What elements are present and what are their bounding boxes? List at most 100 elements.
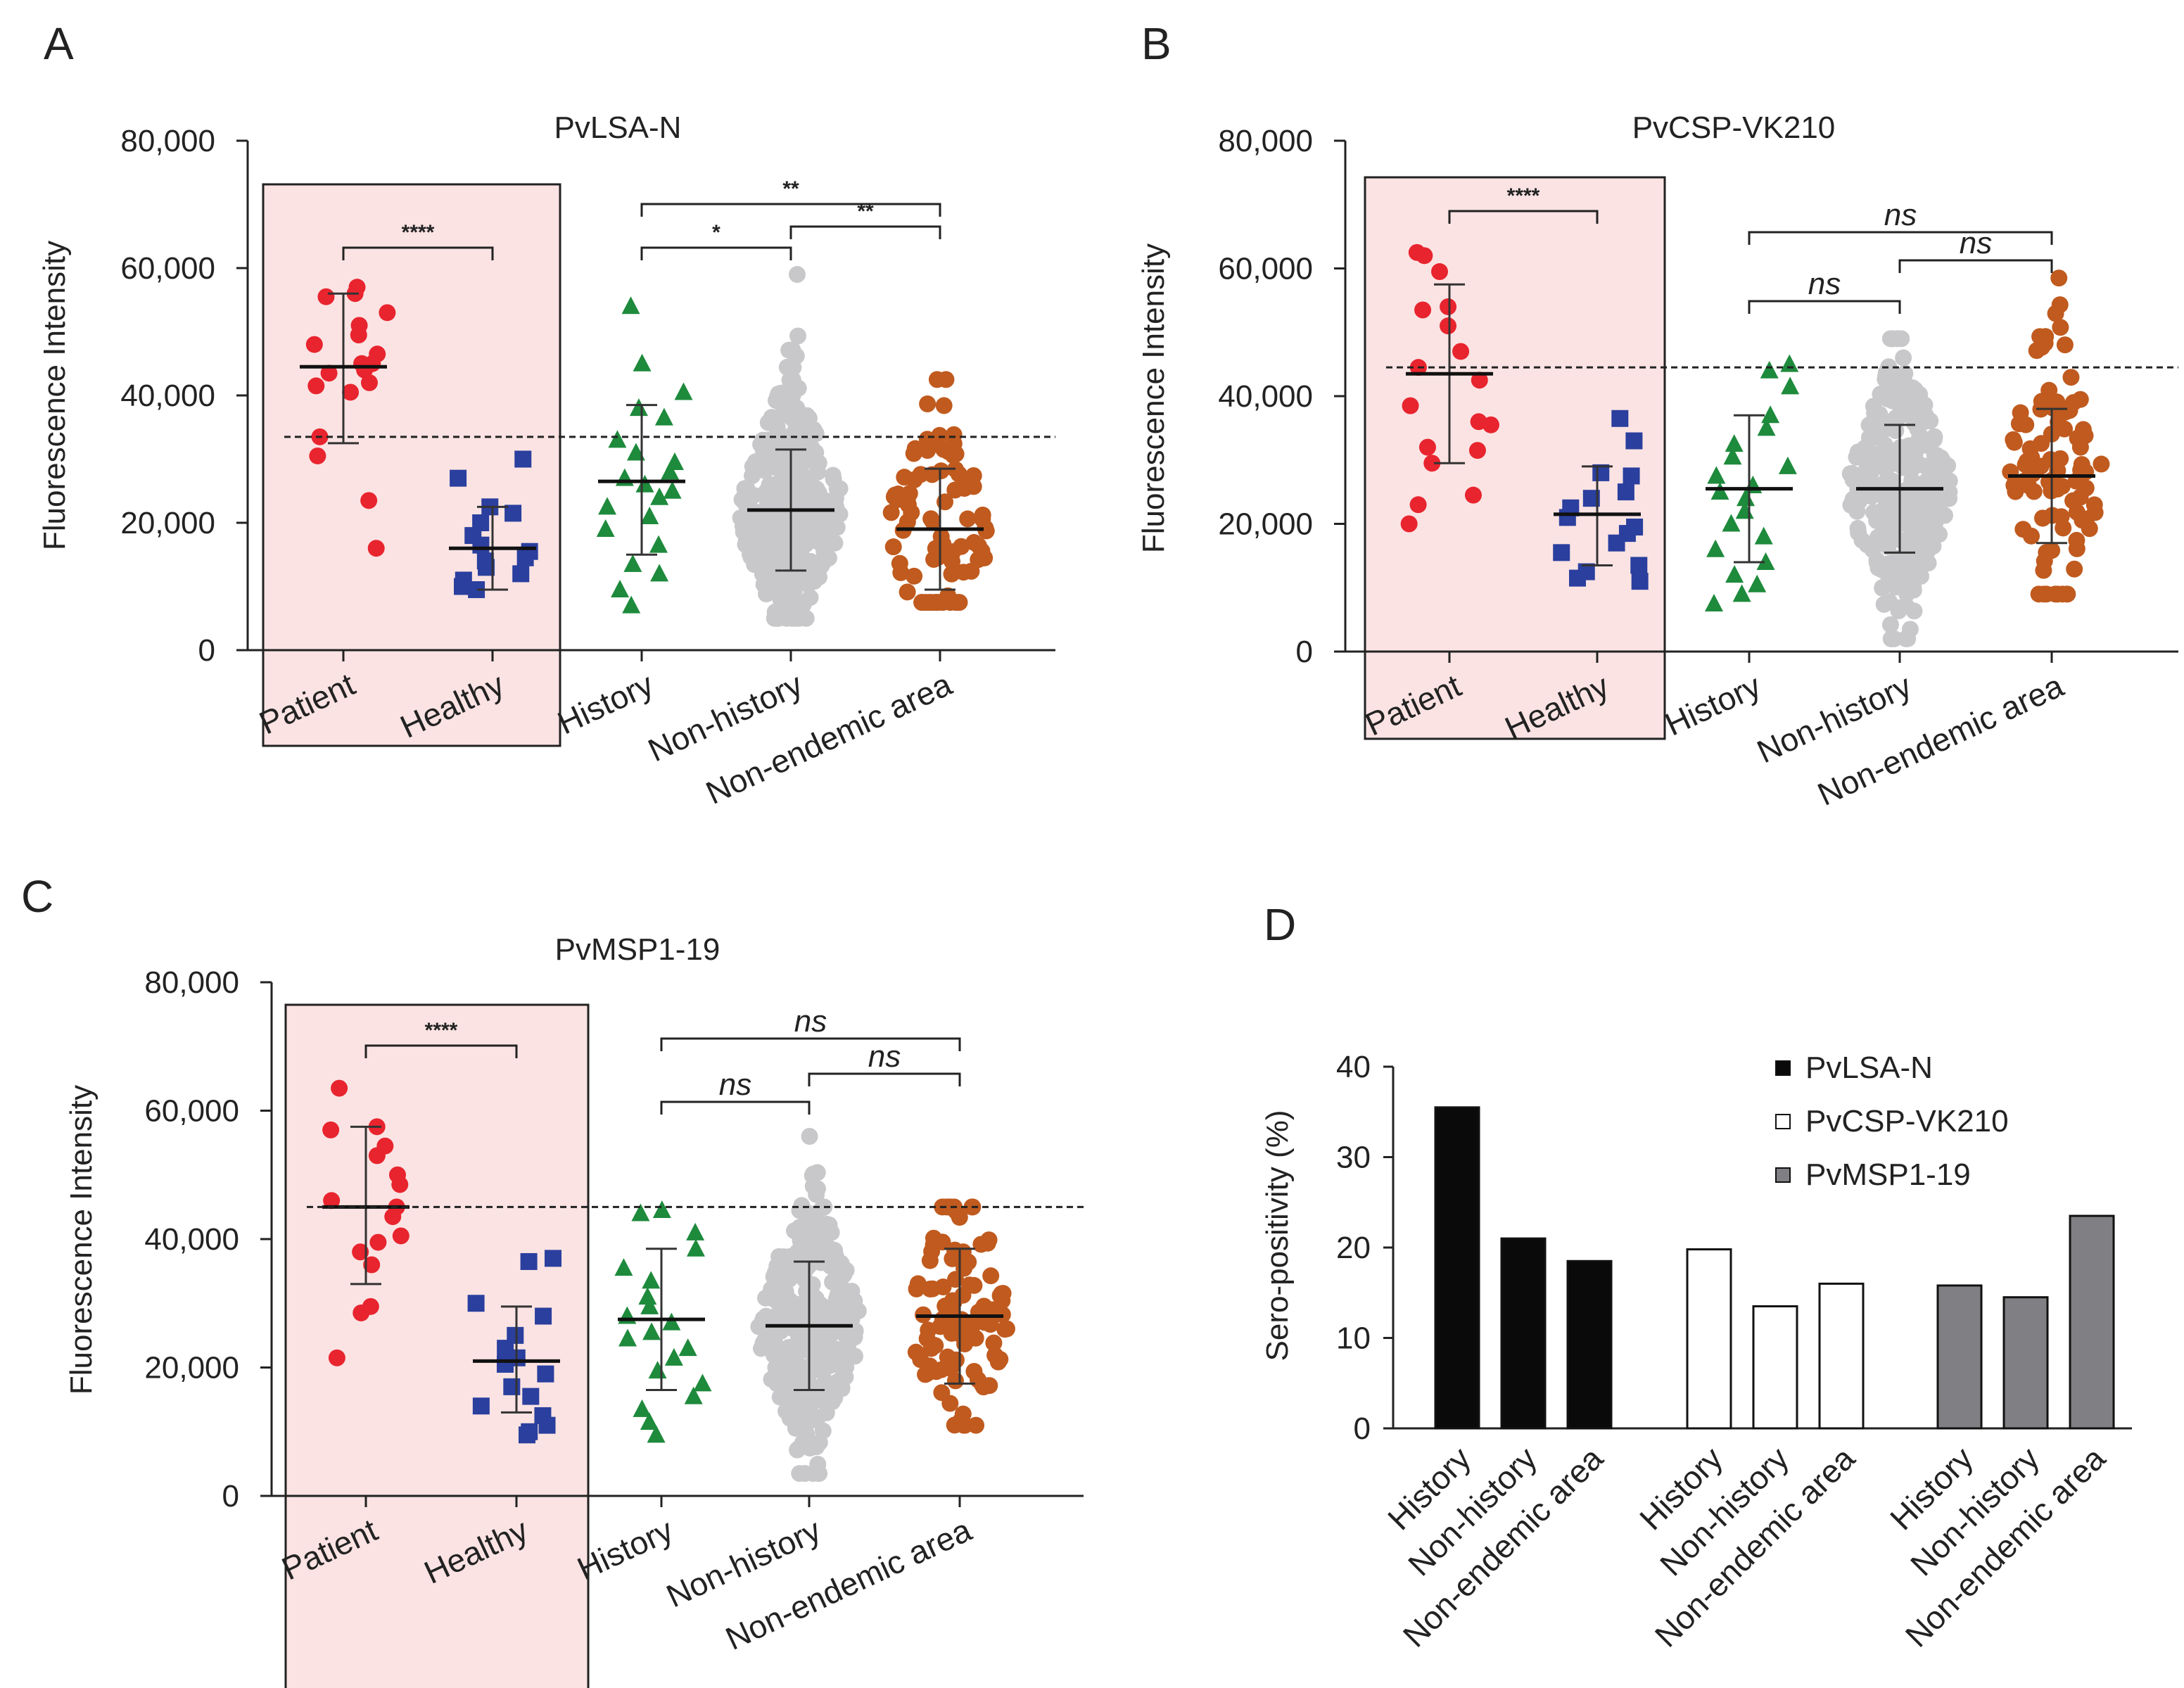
data-point xyxy=(522,1388,540,1405)
data-point xyxy=(806,424,824,441)
data-point xyxy=(1400,515,1418,533)
data-point xyxy=(1625,432,1643,450)
data-point xyxy=(661,462,680,480)
data-point xyxy=(322,1121,340,1138)
significance-label: ns xyxy=(1960,226,1992,260)
data-point xyxy=(943,565,960,583)
data-point xyxy=(2077,479,2095,497)
data-point xyxy=(912,1351,929,1369)
y-tick-label: 0 xyxy=(1354,1411,1371,1446)
legend-swatch xyxy=(1775,1167,1791,1183)
category-label: History xyxy=(552,666,659,742)
significance-label: ns xyxy=(868,1039,901,1074)
significance-label: **** xyxy=(1507,184,1540,208)
bar xyxy=(1936,1284,1983,1430)
data-point xyxy=(981,1377,998,1395)
data-point xyxy=(1903,471,1921,489)
data-point xyxy=(392,1227,410,1245)
y-axis-label: Fluorescence Intensity xyxy=(37,241,72,550)
data-point xyxy=(922,510,940,528)
significance-label: ** xyxy=(782,177,799,201)
data-point xyxy=(1877,420,1894,438)
data-point xyxy=(974,506,991,523)
data-point xyxy=(379,304,396,322)
data-point xyxy=(829,1346,846,1364)
data-point xyxy=(642,1322,661,1340)
data-point xyxy=(1468,442,1486,459)
data-point xyxy=(650,487,669,505)
data-point xyxy=(1778,456,1797,474)
data-point xyxy=(751,549,768,566)
data-point xyxy=(1896,373,1913,391)
data-point xyxy=(640,1296,659,1314)
data-point xyxy=(800,570,818,588)
data-point xyxy=(2071,438,2089,456)
data-point xyxy=(784,547,801,565)
data-point xyxy=(2033,435,2050,452)
data-point xyxy=(785,359,802,376)
data-point xyxy=(649,535,668,553)
data-point xyxy=(740,508,758,526)
data-point xyxy=(693,1373,712,1392)
data-point xyxy=(811,1434,828,1452)
data-point xyxy=(849,1302,867,1320)
data-point xyxy=(801,552,819,570)
data-point xyxy=(761,476,779,493)
bracket-line xyxy=(1898,259,2053,273)
data-point xyxy=(2050,413,2067,431)
data-point xyxy=(846,1328,863,1346)
data-point xyxy=(2068,540,2085,557)
data-point xyxy=(744,457,761,475)
data-point xyxy=(1914,531,1931,548)
data-point xyxy=(927,1363,945,1381)
y-tick-label: 80,000 xyxy=(1218,124,1313,158)
data-point xyxy=(363,1256,381,1274)
bracket-line xyxy=(789,225,941,239)
data-point xyxy=(800,1205,818,1222)
data-point xyxy=(774,1309,792,1326)
data-point xyxy=(998,1320,1015,1338)
data-point xyxy=(1725,434,1744,452)
data-point xyxy=(796,1271,813,1288)
data-point xyxy=(309,447,326,464)
data-point xyxy=(945,1293,963,1311)
data-point xyxy=(1558,509,1576,526)
data-point xyxy=(654,407,673,426)
data-point xyxy=(472,1397,490,1415)
data-point xyxy=(648,1361,667,1379)
data-point xyxy=(1932,449,1950,467)
data-point xyxy=(770,1248,788,1265)
data-point xyxy=(1913,557,1931,575)
highlight-box xyxy=(284,1003,590,1688)
data-point xyxy=(1754,526,1773,545)
data-point xyxy=(787,1372,804,1390)
data-point xyxy=(737,524,754,542)
panel-a: A PvLSA-N Fluorescence Intensity 0 20,000 40,… xyxy=(37,18,1055,811)
data-point xyxy=(1418,438,1436,456)
data-point xyxy=(1471,372,1488,389)
bar xyxy=(1752,1305,1798,1430)
data-point xyxy=(767,1359,785,1376)
data-point xyxy=(791,1221,808,1239)
bar xyxy=(1434,1106,1480,1430)
data-point xyxy=(804,1165,822,1183)
data-point xyxy=(1882,630,1900,647)
data-point xyxy=(826,1242,844,1259)
data-point xyxy=(360,492,378,509)
data-point xyxy=(305,336,323,353)
comparison-bracket: * xyxy=(640,221,792,260)
data-point xyxy=(923,466,941,483)
data-point xyxy=(2035,585,2052,603)
data-point xyxy=(831,1274,849,1291)
data-point xyxy=(2062,369,2080,386)
comparison-bracket: ns xyxy=(660,1004,961,1051)
data-point xyxy=(967,1416,985,1434)
data-point xyxy=(611,580,630,598)
data-point xyxy=(965,533,983,551)
group-non-history: Non-history xyxy=(661,1128,867,1614)
data-point xyxy=(2074,421,2092,438)
data-point xyxy=(956,1259,973,1277)
data-point xyxy=(1780,354,1799,372)
significance-label: **** xyxy=(425,1019,458,1042)
